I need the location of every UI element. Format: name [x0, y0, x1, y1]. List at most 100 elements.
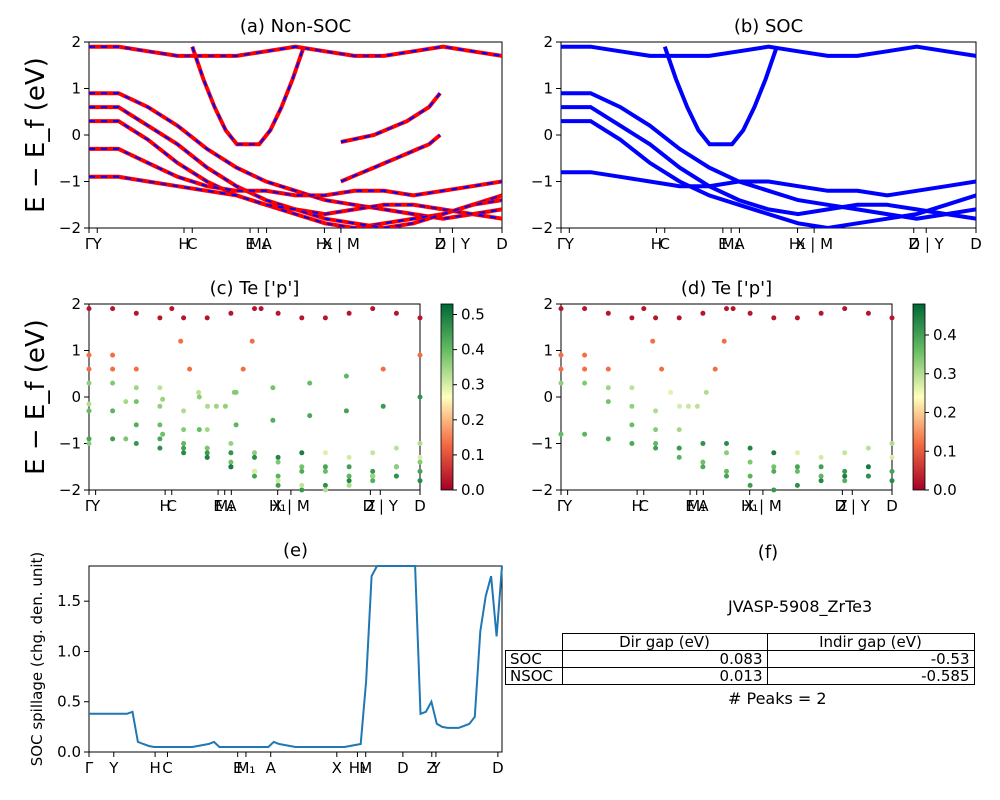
scatter-point [703, 389, 709, 395]
scatter-point [196, 427, 202, 433]
scatter-point [380, 403, 386, 409]
x-tick-label: Γ [85, 497, 94, 515]
x-tick-label: X | M [795, 235, 833, 253]
x-tick-label: D [496, 235, 508, 253]
scatter-point [228, 450, 234, 456]
x-tick-label: Γ [85, 759, 94, 777]
band-line [340, 91, 442, 144]
scatter-point [865, 473, 871, 479]
scatter-point [233, 389, 239, 395]
scatter-point [299, 464, 305, 470]
scatter-point [771, 450, 777, 456]
scatter-point [730, 306, 736, 312]
x-tick-label: H [651, 235, 662, 253]
scatter-point [724, 473, 729, 479]
band-line-soc [191, 46, 305, 146]
y-tick-label: −1 [531, 173, 553, 191]
scatter-point [629, 403, 635, 409]
scatter-point [299, 487, 305, 493]
y-tick-label: 0.5 [57, 693, 81, 711]
x-tick-label: Γ [85, 235, 94, 253]
scatter-point [694, 403, 700, 409]
scatter-point [558, 380, 564, 386]
scatter-point [417, 478, 423, 484]
scatter-point [204, 450, 210, 456]
y-axis-label: E − E_f (eV) [21, 57, 51, 213]
scatter-point [123, 436, 129, 442]
y-tick-label: 0 [543, 388, 553, 406]
x-tick-label: A [266, 759, 277, 777]
gap-row-soc: SOC 0.083 -0.53 [505, 650, 975, 668]
scatter-point [322, 468, 328, 474]
scatter-point [747, 482, 753, 488]
gap-cell-indir: -0.585 [766, 667, 975, 685]
scatter-point [222, 403, 228, 409]
scatter-point [393, 464, 399, 470]
scatter-point [322, 482, 328, 488]
scatter-point [700, 464, 706, 470]
scatter-points [558, 306, 895, 493]
colorbar [912, 303, 926, 491]
colorbar-tick-label: 0.3 [933, 365, 957, 383]
scatter-point [228, 459, 234, 465]
x-tick-label: C [167, 497, 177, 515]
scatter-point [213, 403, 219, 409]
band-line [89, 174, 502, 228]
scatter-point [181, 427, 187, 433]
scatter-point [865, 445, 871, 451]
x-tick-label: A [226, 497, 237, 515]
x-tick-label: X | M [322, 235, 360, 253]
scatter-point [86, 441, 92, 446]
gap-row-label: SOC [505, 650, 563, 668]
y-tick-label: −2 [59, 481, 81, 499]
y-axis-label: SOC spillage (chg. den. unit) [28, 552, 46, 767]
scatter-point [275, 473, 281, 479]
scatter-point [676, 427, 682, 433]
x-tick-label: H₁ [789, 235, 806, 253]
y-tick-label: 1 [71, 80, 81, 98]
x-tick-label: A [734, 235, 745, 253]
x-tick-label: H₁ [741, 497, 758, 515]
scatter-point [346, 478, 352, 484]
scatter-point [187, 366, 193, 372]
x-tick-label: Z [427, 759, 437, 777]
scatter-point [650, 338, 656, 344]
panel-f-title: JVASP-5908_ZrTe3 [728, 597, 873, 616]
y-tick-label: 2 [71, 33, 81, 51]
scatter-point [676, 315, 682, 321]
scatter-point [181, 441, 187, 446]
band-line [561, 91, 976, 221]
x-tick-label: Γ [557, 497, 566, 515]
scatter-point [110, 408, 116, 414]
scatter-point [700, 441, 706, 446]
scatter-point [605, 385, 611, 391]
gap-table-header: Dir gap (eV) Indir gap (eV) [506, 633, 975, 651]
gap-table-corner [506, 634, 563, 651]
scatter-point [370, 468, 376, 474]
x-tick-label: M₁ [722, 235, 741, 253]
colorbar-tick-label: 0.4 [933, 326, 957, 344]
scatter-point [181, 450, 187, 456]
scatter-point [160, 396, 166, 402]
scatter-point [605, 366, 611, 372]
scatter-point [724, 306, 729, 312]
scatter-point [110, 436, 116, 442]
scatter-point [558, 431, 564, 437]
scatter-point [677, 403, 682, 409]
band-lines [89, 44, 502, 228]
scatter-point [204, 445, 210, 451]
scatter-point [889, 454, 895, 460]
scatter-point [178, 338, 184, 344]
scatter-points [86, 306, 423, 493]
scatter-point [794, 315, 800, 321]
scatter-point [228, 464, 234, 470]
colorbar-tick-label: 0.0 [461, 481, 485, 499]
panel-title: (d) Te ['p'] [681, 278, 772, 299]
scatter-point [393, 310, 399, 316]
scatter-point [842, 306, 848, 312]
band-line-soc [89, 45, 502, 57]
